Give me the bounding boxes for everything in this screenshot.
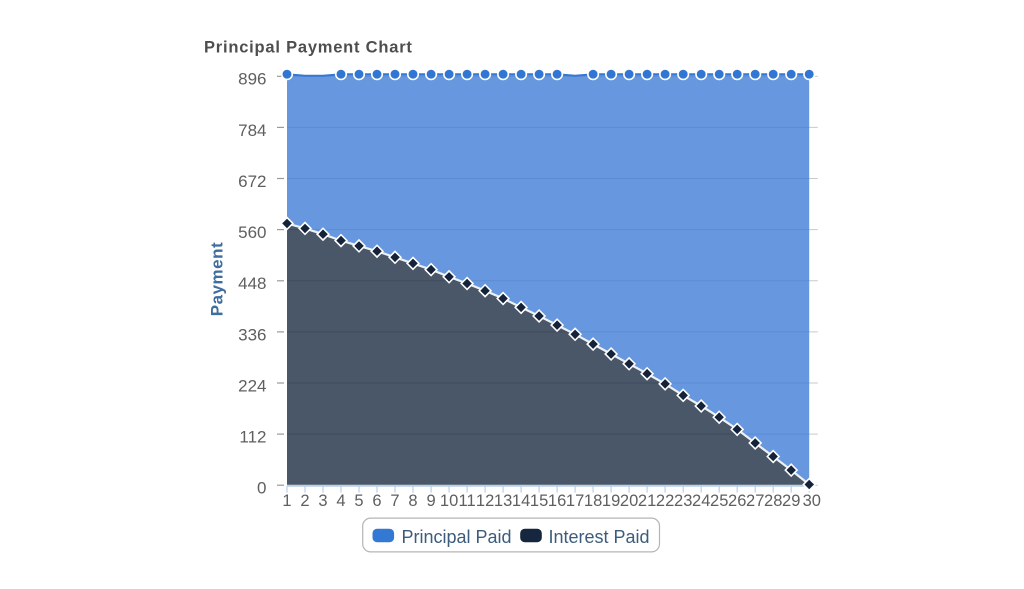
svg-text:28: 28 (764, 492, 782, 510)
svg-text:17: 17 (566, 492, 584, 510)
svg-text:8: 8 (408, 492, 417, 510)
svg-text:14: 14 (512, 492, 530, 510)
svg-text:Payment: Payment (208, 242, 227, 316)
svg-text:784: 784 (238, 121, 266, 140)
svg-text:22: 22 (656, 492, 674, 510)
svg-text:24: 24 (692, 492, 710, 510)
svg-text:19: 19 (602, 492, 620, 510)
svg-text:20: 20 (620, 492, 638, 510)
svg-text:26: 26 (728, 492, 746, 510)
svg-text:672: 672 (238, 172, 266, 191)
svg-text:4: 4 (336, 492, 345, 510)
svg-text:16: 16 (548, 492, 566, 510)
svg-text:12: 12 (476, 492, 494, 510)
svg-text:1: 1 (282, 492, 291, 510)
svg-text:Interest Paid: Interest Paid (549, 527, 650, 547)
svg-text:Principal Paid: Principal Paid (402, 527, 512, 547)
svg-text:7: 7 (390, 492, 399, 510)
svg-text:15: 15 (530, 492, 548, 510)
svg-text:2: 2 (300, 492, 309, 510)
svg-text:336: 336 (238, 325, 266, 344)
svg-text:18: 18 (584, 492, 602, 510)
svg-text:23: 23 (674, 492, 692, 510)
svg-text:3: 3 (318, 492, 327, 510)
svg-text:896: 896 (238, 70, 266, 89)
svg-text:112: 112 (239, 428, 266, 447)
svg-text:224: 224 (238, 376, 266, 395)
svg-text:448: 448 (238, 274, 266, 293)
svg-text:0: 0 (257, 479, 266, 498)
svg-text:6: 6 (372, 492, 381, 510)
svg-text:10: 10 (440, 492, 458, 510)
svg-text:11: 11 (459, 492, 476, 510)
svg-text:29: 29 (782, 492, 800, 510)
svg-text:30: 30 (803, 492, 821, 510)
svg-text:27: 27 (746, 492, 764, 510)
svg-text:21: 21 (638, 492, 656, 510)
svg-text:5: 5 (354, 492, 363, 510)
svg-text:560: 560 (238, 223, 266, 242)
svg-text:9: 9 (427, 492, 436, 510)
svg-text:13: 13 (494, 492, 512, 510)
svg-text:Principal Payment Chart: Principal Payment Chart (204, 39, 413, 57)
svg-text:25: 25 (710, 492, 728, 510)
